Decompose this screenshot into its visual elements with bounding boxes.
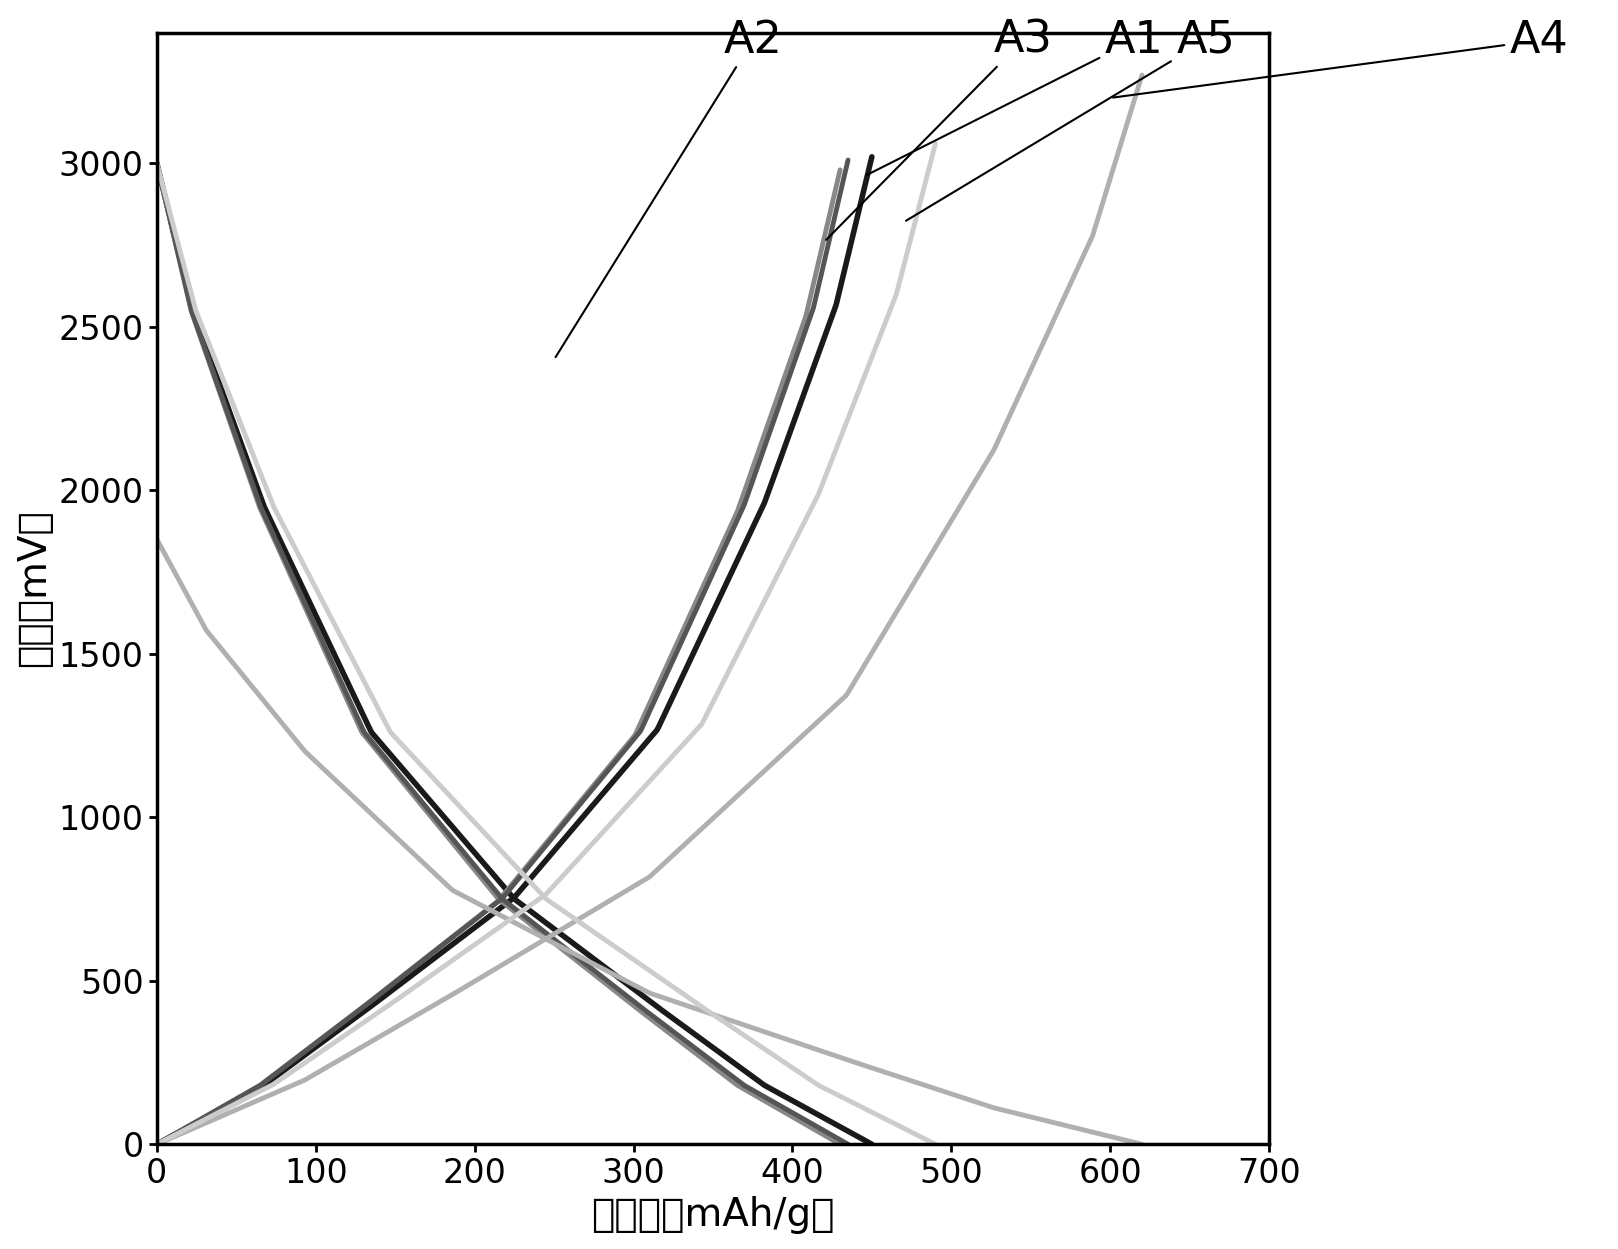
- Text: A3: A3: [827, 19, 1052, 240]
- Text: A2: A2: [555, 19, 781, 357]
- Text: A1: A1: [866, 19, 1163, 175]
- Text: A4: A4: [1113, 19, 1568, 97]
- Y-axis label: 电压（mV）: 电压（mV）: [15, 510, 53, 667]
- X-axis label: 比容量（mAh/g）: 比容量（mAh/g）: [591, 1197, 835, 1234]
- Text: A5: A5: [906, 19, 1235, 221]
